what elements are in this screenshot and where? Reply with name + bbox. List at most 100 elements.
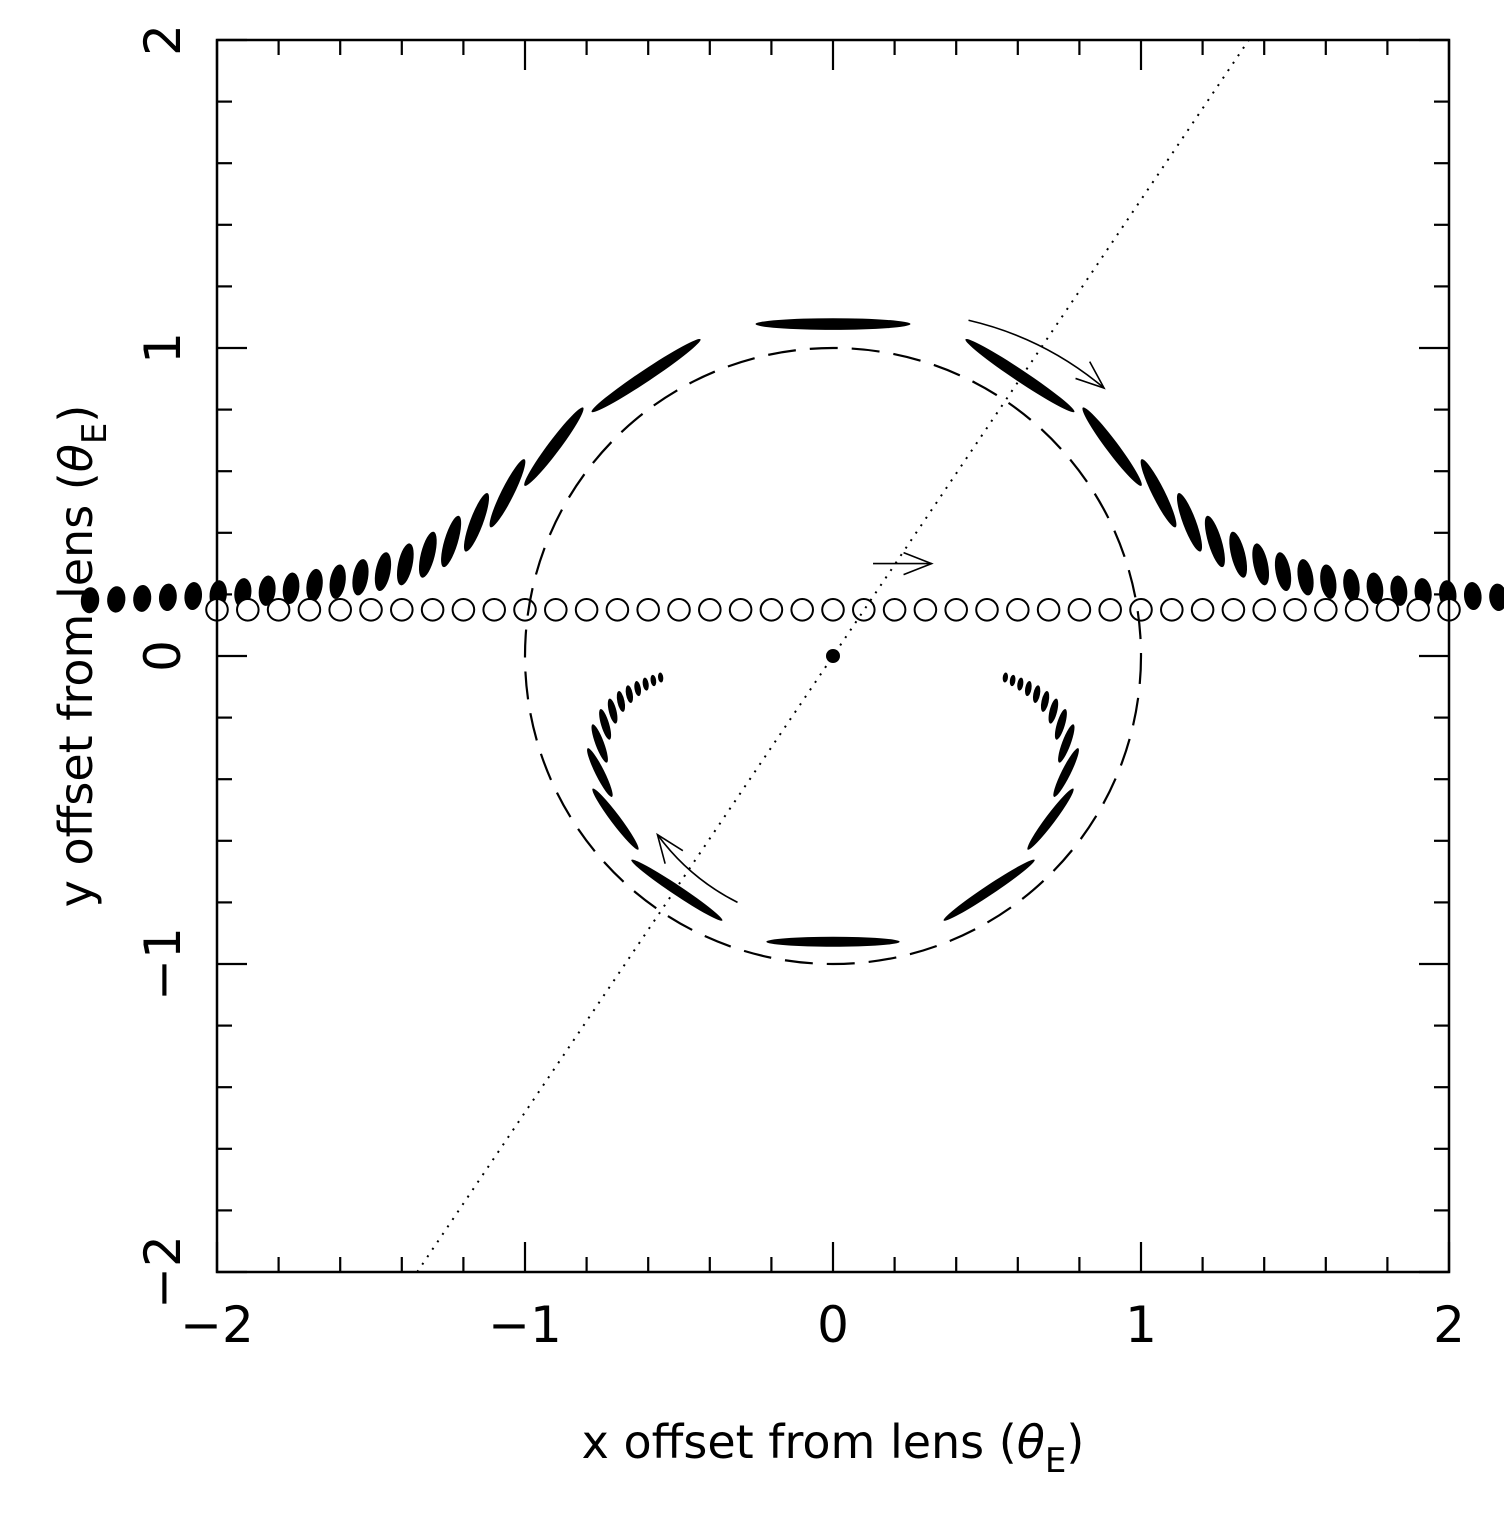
y-tick-label: 0 xyxy=(134,640,192,672)
reference-lines-group xyxy=(416,39,1250,1273)
minor-image xyxy=(1002,672,1009,683)
major-image xyxy=(1204,515,1225,568)
minor-image xyxy=(616,691,626,712)
major-image xyxy=(441,515,462,568)
major-image xyxy=(374,552,392,592)
minor-image xyxy=(591,724,608,763)
major-image xyxy=(352,559,369,596)
major-image xyxy=(524,407,584,486)
minor-image xyxy=(1017,677,1024,691)
minor-image xyxy=(766,936,900,947)
major-image xyxy=(1229,531,1248,578)
source-position xyxy=(390,598,414,622)
major-image-direction-arrow-head xyxy=(1075,361,1106,390)
source-position xyxy=(759,598,784,622)
major-image xyxy=(965,338,1075,413)
major-image xyxy=(184,582,203,610)
axes-group xyxy=(215,38,1451,1274)
source-position xyxy=(1314,598,1338,622)
source-position-group xyxy=(205,598,1461,622)
minor-image xyxy=(607,698,618,724)
x-tick-label: −2 xyxy=(180,1296,254,1354)
major-image xyxy=(1390,575,1408,606)
einstein-ring xyxy=(523,346,1143,966)
major-image-direction-arrow-shaft xyxy=(968,319,1105,389)
major-image xyxy=(282,572,300,604)
lens-point xyxy=(826,649,840,663)
source-position xyxy=(1252,598,1276,622)
minor-image xyxy=(657,672,664,683)
minor-image-direction-arrow-head xyxy=(656,832,684,864)
source-position xyxy=(297,598,322,622)
source-position xyxy=(975,598,999,622)
major-image xyxy=(463,493,490,552)
minor-image xyxy=(634,681,642,697)
source-position xyxy=(913,598,938,622)
major-image-group xyxy=(80,318,1504,614)
source-position xyxy=(852,598,876,622)
major-image xyxy=(133,585,152,612)
source-position xyxy=(1036,598,1061,622)
source-position xyxy=(266,598,291,622)
major-image xyxy=(1489,583,1504,611)
minor-image xyxy=(592,788,639,850)
major-image xyxy=(1274,552,1292,592)
source-position xyxy=(698,598,722,622)
major-image xyxy=(396,543,414,586)
source-position xyxy=(605,598,630,622)
minor-image xyxy=(943,859,1035,921)
source-position xyxy=(482,598,506,622)
major-image xyxy=(258,575,276,606)
source-position xyxy=(1129,598,1153,622)
source-position xyxy=(359,598,383,622)
y-tick-label: 2 xyxy=(134,24,192,56)
major-image xyxy=(1140,459,1177,528)
source-position xyxy=(882,598,907,622)
source-position xyxy=(1406,598,1430,622)
major-image xyxy=(489,459,526,528)
y-tick-label: −2 xyxy=(134,1235,192,1309)
source-position xyxy=(790,598,814,622)
minor-image-direction-arrow-shaft xyxy=(656,834,738,904)
source-position xyxy=(1375,598,1400,622)
major-image xyxy=(1463,582,1482,610)
major-image xyxy=(107,586,126,613)
minor-image xyxy=(1040,691,1050,712)
y-tick-label: −1 xyxy=(134,927,192,1001)
minor-image xyxy=(1053,748,1079,797)
major-image xyxy=(329,564,346,599)
minor-image xyxy=(587,748,613,797)
major-image xyxy=(1297,559,1314,596)
source-position xyxy=(1006,598,1030,622)
minor-image xyxy=(1024,681,1032,697)
major-image xyxy=(306,568,323,602)
source-position xyxy=(328,598,352,622)
source-position xyxy=(667,598,691,622)
major-image xyxy=(1343,568,1360,602)
y-axis-title: y offset from lens (θE) xyxy=(49,405,115,908)
major-image xyxy=(1082,407,1142,486)
source-position xyxy=(1098,598,1122,622)
source-position xyxy=(420,598,445,622)
source-position xyxy=(1067,598,1092,622)
major-image xyxy=(1320,564,1337,599)
minor-image xyxy=(642,677,649,691)
minor-image xyxy=(1009,674,1016,687)
source-position xyxy=(513,598,537,622)
major-image xyxy=(755,318,911,330)
source-direction-arrow-head xyxy=(903,551,934,576)
x-tick-label: 2 xyxy=(1433,1296,1465,1354)
major-image xyxy=(80,587,100,614)
x-tick-label: 0 xyxy=(817,1296,849,1354)
major-image xyxy=(1252,543,1270,586)
source-position xyxy=(944,598,968,622)
minor-image xyxy=(625,685,634,703)
source-position xyxy=(544,598,568,622)
source-position xyxy=(636,598,660,622)
source-position xyxy=(1221,598,1246,622)
source-position xyxy=(821,598,845,622)
x-tick-label: 1 xyxy=(1125,1296,1157,1354)
x-tick-label: −1 xyxy=(488,1296,562,1354)
minor-image-group xyxy=(587,672,1079,947)
